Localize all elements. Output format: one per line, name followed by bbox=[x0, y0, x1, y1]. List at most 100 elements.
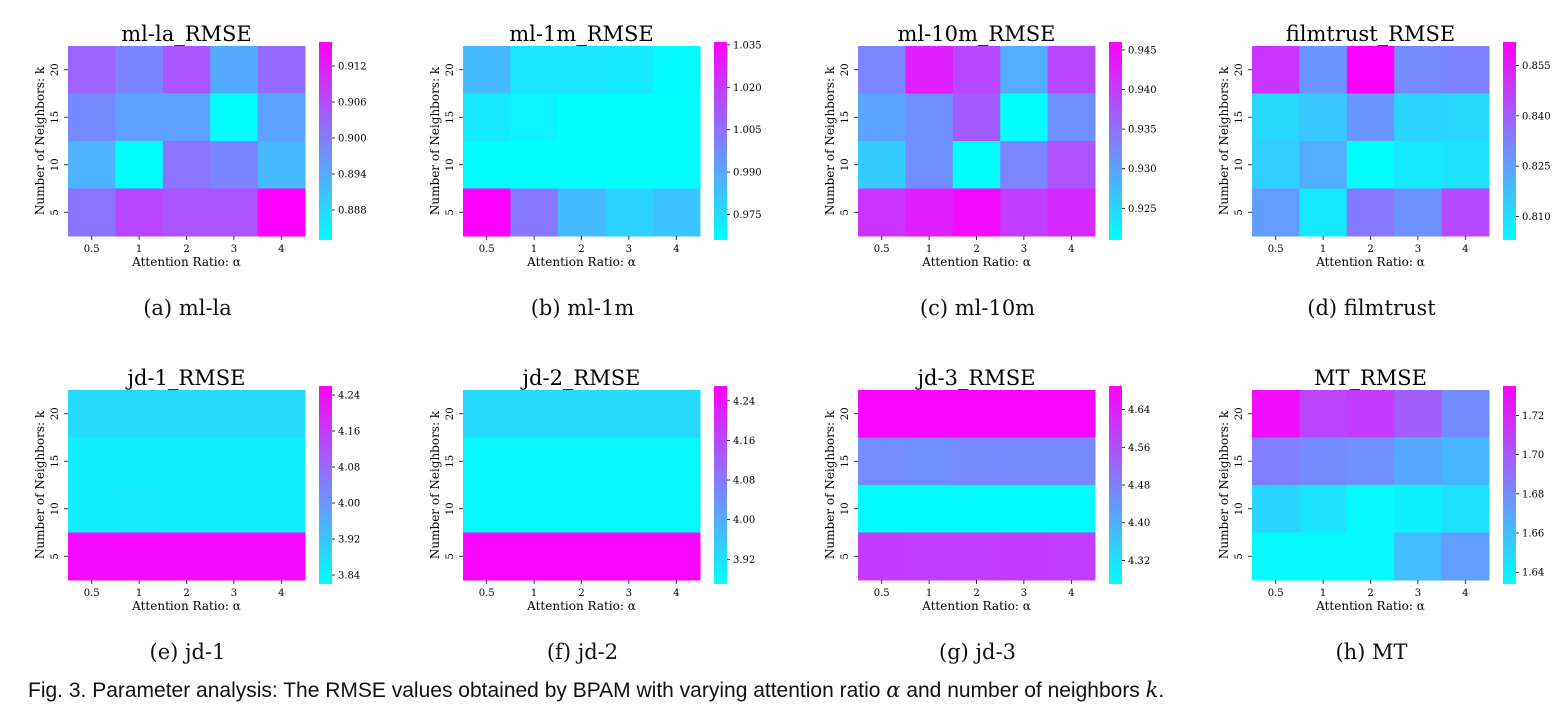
colorbar bbox=[1503, 386, 1516, 584]
caption-k-symbol: k bbox=[1145, 678, 1159, 702]
heatmap-cell bbox=[1000, 485, 1049, 533]
x-tick-label: 3 bbox=[1021, 588, 1027, 599]
heatmap-panel: jd-1_RMSE 0.5 1 2 3 4 20 15 10 5 Attention Ratio: … bbox=[28, 362, 418, 662]
subfigure-letter: (a) bbox=[143, 296, 173, 320]
heatmap-svg: jd-2_RMSE 0.5 1 2 3 4 20 15 10 5 Attention Ratio: … bbox=[428, 366, 755, 613]
colorbar-tick-label: 4.24 bbox=[338, 391, 360, 402]
colorbar-tick-label: 0.925 bbox=[1128, 204, 1157, 215]
heatmap-cell bbox=[68, 93, 116, 142]
y-axis-label: Number of Neighbors: k bbox=[33, 410, 47, 559]
heatmap-cell bbox=[952, 188, 1001, 237]
colorbar bbox=[714, 386, 727, 584]
x-tick-label: 2 bbox=[1367, 244, 1373, 255]
heatmap-cell bbox=[905, 93, 954, 142]
x-tick-label: 3 bbox=[626, 588, 632, 599]
heatmap-cell bbox=[115, 46, 164, 94]
heatmap-cell bbox=[210, 46, 259, 94]
subfigure-caption: (g) jd-3 bbox=[828, 640, 1128, 664]
heatmap-cell bbox=[858, 141, 906, 189]
heatmap-cell bbox=[605, 532, 654, 581]
colorbar-tick-label: 4.32 bbox=[1128, 556, 1150, 567]
heatmap-cell bbox=[858, 390, 906, 438]
heatmap-cell bbox=[257, 485, 306, 533]
heatmap-cell bbox=[210, 532, 259, 581]
x-tick-label: 4 bbox=[1462, 588, 1468, 599]
y-axis-label: Number of Neighbors: k bbox=[1217, 410, 1231, 559]
heatmap-cell bbox=[905, 46, 954, 94]
heatmap-panel: MT_RMSE 0.5 1 2 3 4 20 15 10 5 Attention Ratio: α N… bbox=[1212, 362, 1558, 662]
subfigure-letter: (g) bbox=[939, 640, 969, 664]
heatmap-cell bbox=[1299, 46, 1348, 94]
heatmap-cell bbox=[1394, 188, 1443, 237]
x-tick-label: 3 bbox=[1415, 588, 1421, 599]
heatmap-cell bbox=[557, 93, 606, 142]
heatmap-cell bbox=[557, 141, 606, 189]
heatmap-cell bbox=[1441, 141, 1490, 189]
y-tick-label: 15 bbox=[50, 111, 61, 124]
heatmap-cell bbox=[1000, 390, 1049, 438]
y-tick-label: 20 bbox=[445, 407, 456, 420]
heatmap-cell bbox=[68, 485, 116, 533]
heatmap-cell bbox=[905, 437, 954, 486]
heatmap-cell bbox=[1047, 46, 1096, 94]
heatmap-cell bbox=[257, 93, 306, 142]
subfigure-letter: (f) bbox=[546, 640, 572, 664]
heatmap-cell bbox=[557, 437, 606, 486]
heatmap-cell bbox=[1394, 437, 1443, 486]
heatmap-cell bbox=[162, 141, 211, 189]
heatmap-cell bbox=[115, 390, 164, 438]
x-tick-label: 4 bbox=[1068, 244, 1074, 255]
heatmap-cell bbox=[1441, 437, 1490, 486]
heatmap-cell bbox=[952, 532, 1001, 581]
heatmap-cell bbox=[952, 93, 1001, 142]
heatmap-cell bbox=[1394, 141, 1443, 189]
colorbar-tick-label: 0.940 bbox=[1128, 85, 1157, 96]
y-tick-label: 15 bbox=[1234, 455, 1245, 468]
heatmap-cell bbox=[605, 390, 654, 438]
y-axis-label: Number of Neighbors: k bbox=[1217, 66, 1231, 215]
heatmap-cell bbox=[257, 437, 306, 486]
y-tick-label: 5 bbox=[445, 209, 456, 215]
heatmap-cell bbox=[652, 390, 701, 438]
x-tick-label: 2 bbox=[973, 588, 979, 599]
heatmap-cell bbox=[210, 141, 259, 189]
heatmap-cell bbox=[1394, 485, 1443, 533]
heatmap-cell bbox=[115, 532, 164, 581]
y-axis-label: Number of Neighbors: k bbox=[428, 66, 442, 215]
heatmap-cell bbox=[1441, 390, 1490, 438]
colorbar-tick-label: 4.48 bbox=[1128, 481, 1150, 492]
y-tick-label: 15 bbox=[445, 111, 456, 124]
heatmap-cell bbox=[858, 437, 906, 486]
x-tick-label: 4 bbox=[1068, 588, 1074, 599]
heatmap-cell bbox=[652, 141, 701, 189]
x-axis-label: Attention Ratio: α bbox=[526, 599, 636, 613]
caption-alpha-symbol: α bbox=[886, 678, 901, 702]
heatmap-cell bbox=[605, 46, 654, 94]
x-tick-label: 3 bbox=[231, 244, 237, 255]
x-tick-label: 4 bbox=[673, 244, 679, 255]
subfigure-letter: (e) bbox=[149, 640, 179, 664]
heatmap-cell bbox=[115, 93, 164, 142]
y-axis-label: Number of Neighbors: k bbox=[823, 410, 837, 559]
subfigure-caption: (b) ml-1m bbox=[433, 296, 733, 320]
heatmap-cell bbox=[1000, 188, 1049, 237]
x-tick-label: 2 bbox=[183, 588, 189, 599]
heatmap-svg: jd-3_RMSE 0.5 1 2 3 4 20 15 10 5 Attention Ratio: … bbox=[823, 366, 1150, 613]
y-tick-label: 5 bbox=[1234, 209, 1245, 215]
subfigure-caption: (e) jd-1 bbox=[38, 640, 338, 664]
heatmap-panel: ml-10m_RMSE 0.5 1 2 3 4 20 15 10 5 Attention Ratio… bbox=[818, 18, 1208, 318]
y-tick-label: 20 bbox=[1234, 63, 1245, 76]
heatmap-cell bbox=[1299, 485, 1348, 533]
heatmap-cell bbox=[905, 390, 954, 438]
heatmap-cell bbox=[905, 532, 954, 581]
heatmap-svg: jd-1_RMSE 0.5 1 2 3 4 20 15 10 5 Attention Ratio: … bbox=[33, 366, 360, 613]
y-tick-label: 5 bbox=[1234, 553, 1245, 559]
x-tick-label: 4 bbox=[673, 588, 679, 599]
heatmap-cell bbox=[652, 93, 701, 142]
x-tick-label: 3 bbox=[1021, 244, 1027, 255]
y-tick-label: 15 bbox=[1234, 111, 1245, 124]
colorbar-tick-label: 1.020 bbox=[733, 83, 762, 94]
figure-caption: Fig. 3. Parameter analysis: The RMSE val… bbox=[28, 678, 1164, 703]
heatmap-cell bbox=[162, 532, 211, 581]
heatmap-cell bbox=[858, 188, 906, 237]
